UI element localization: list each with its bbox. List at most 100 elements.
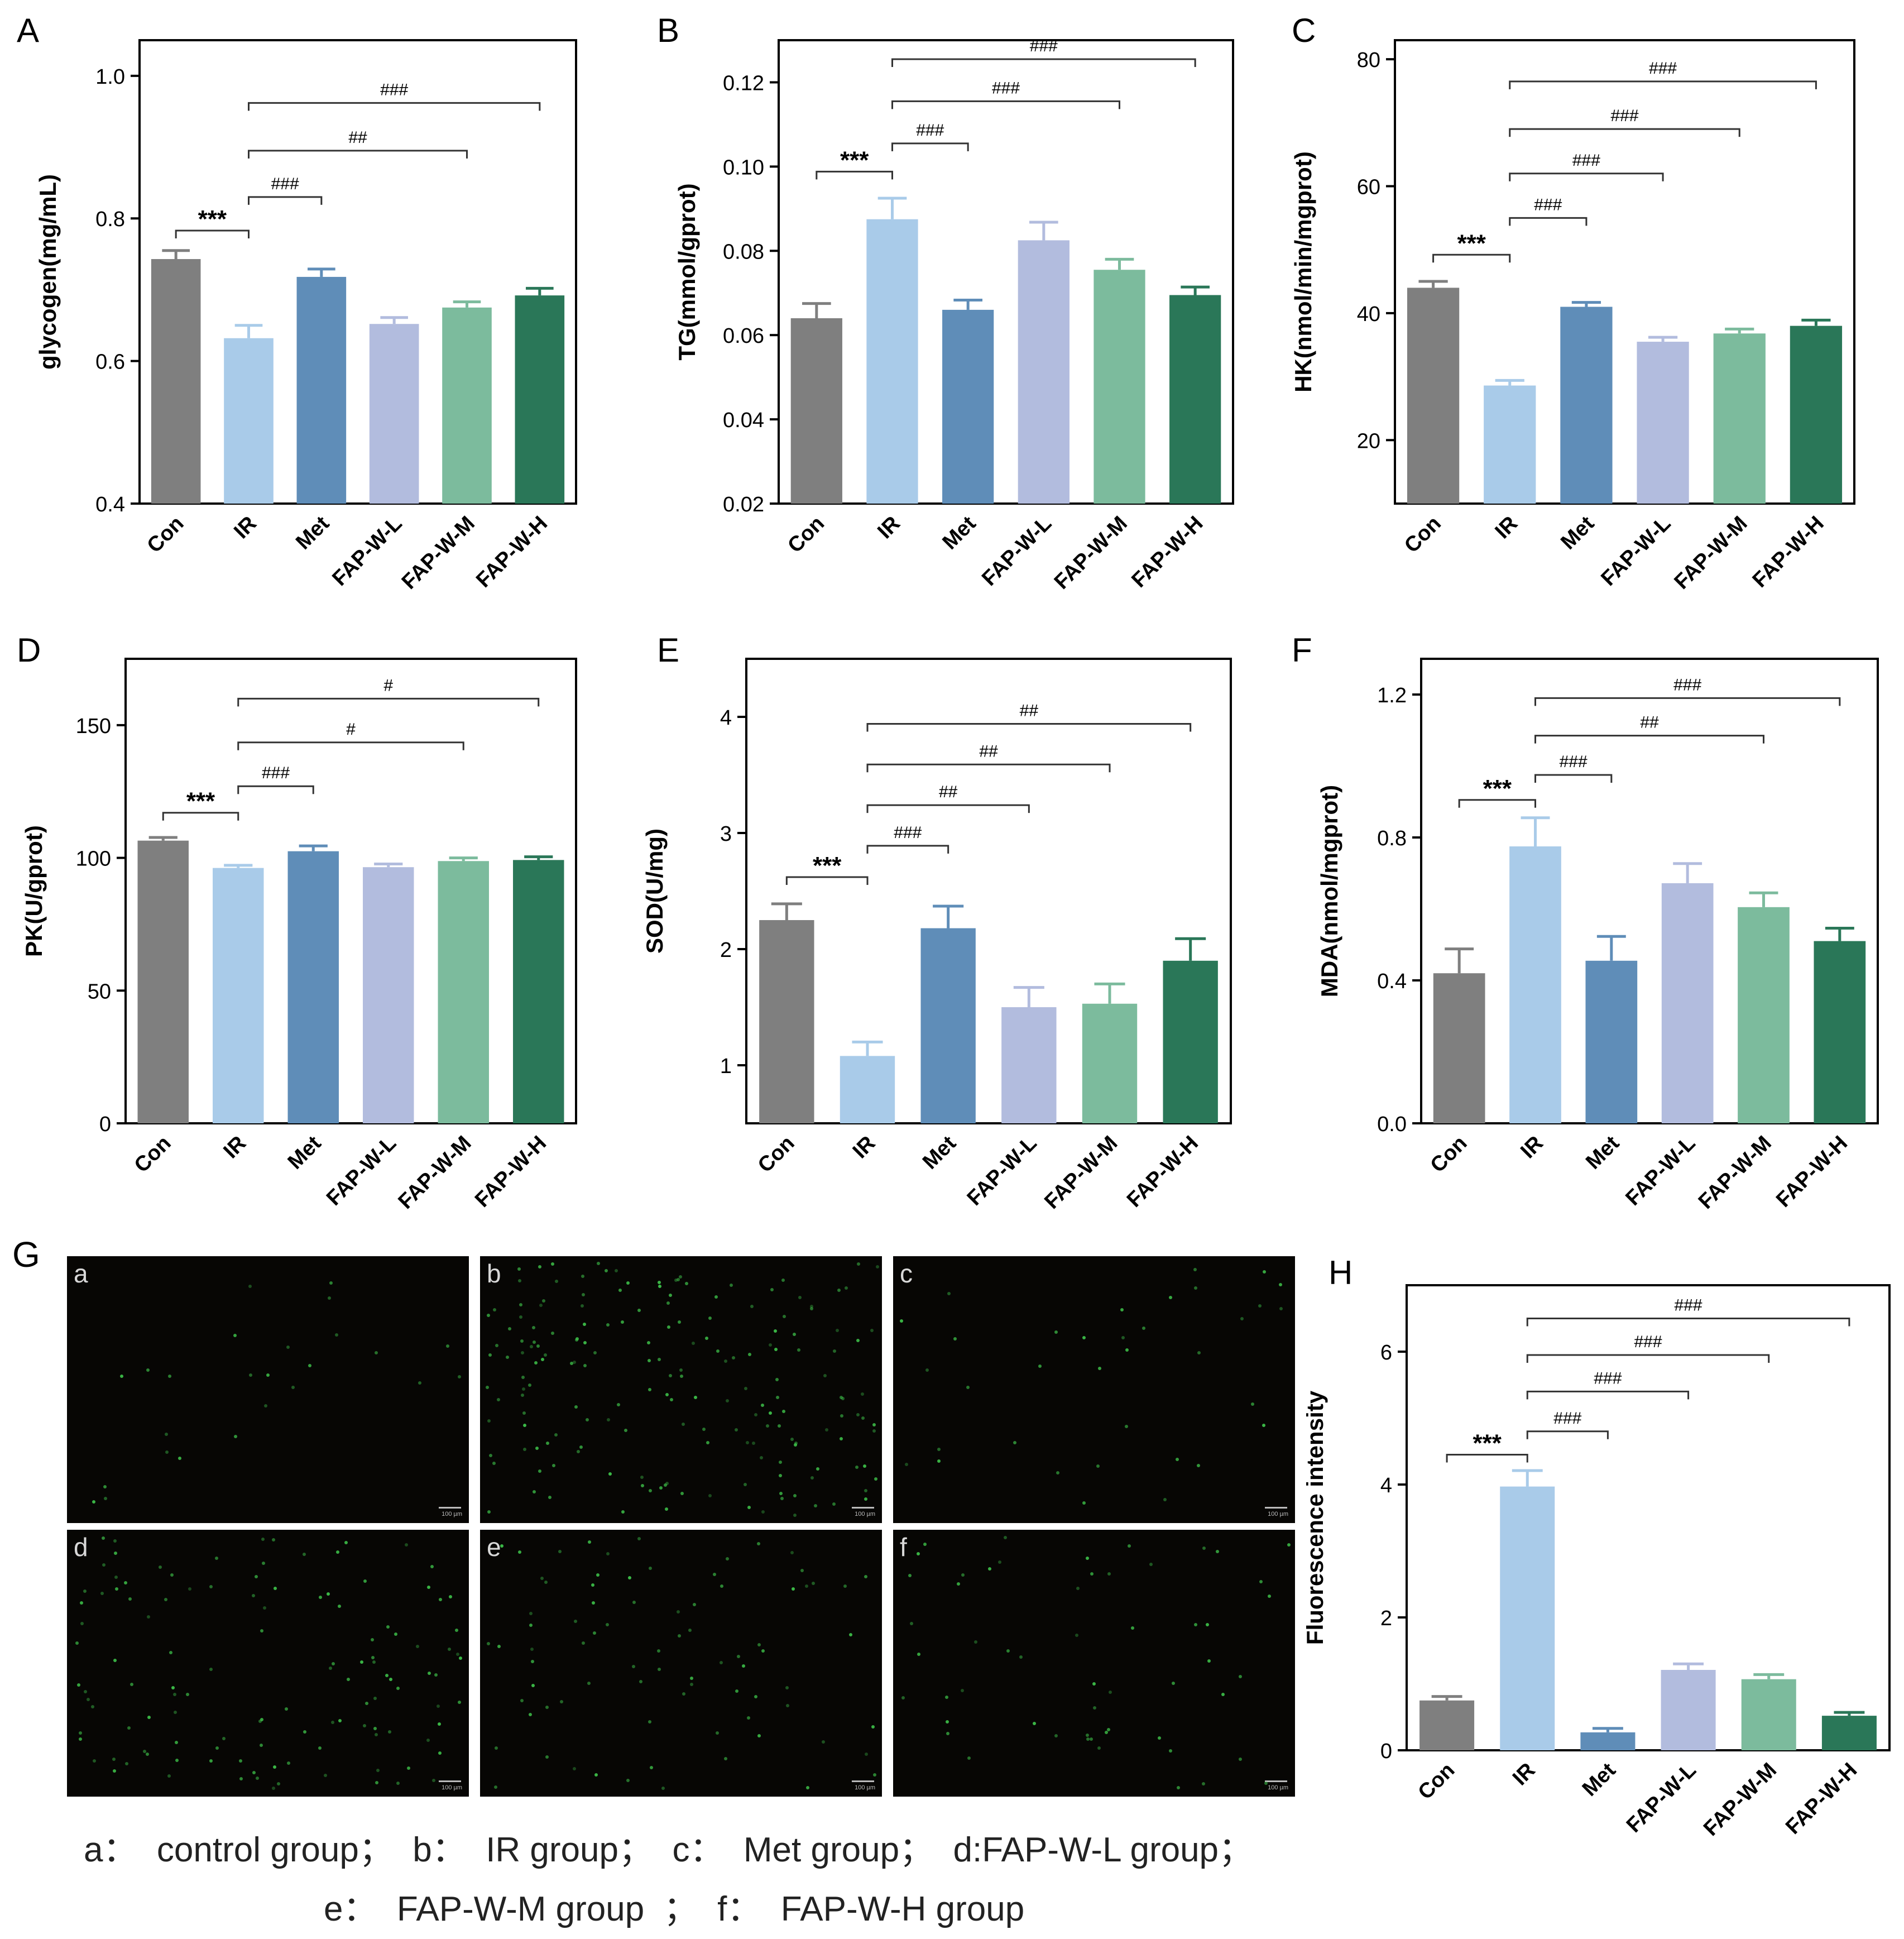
fluorescent-cell bbox=[685, 1281, 689, 1285]
fluorescent-cell bbox=[974, 1640, 978, 1644]
fluorescent-cell bbox=[396, 1686, 400, 1690]
fluorescent-cell bbox=[146, 1368, 150, 1372]
fluorescent-cell bbox=[1085, 1556, 1089, 1560]
fluorescent-cell bbox=[581, 1275, 584, 1279]
scale-bar bbox=[852, 1780, 874, 1782]
fluorescent-cell bbox=[757, 1542, 761, 1546]
fluorescent-cell bbox=[252, 1593, 256, 1597]
fluorescent-cell bbox=[438, 1598, 442, 1602]
fluorescent-cell bbox=[522, 1448, 526, 1452]
y-tick-label: 40 bbox=[1357, 303, 1380, 326]
significance-label: *** bbox=[813, 852, 842, 879]
x-tick-label: FAP-W-M bbox=[1040, 1132, 1122, 1214]
fluorescent-cell bbox=[538, 1469, 541, 1473]
legend-caption-line-2: e： FAP-W-M group ； f： FAP-W-H group bbox=[324, 1890, 1025, 1928]
fluorescent-cell bbox=[344, 1540, 348, 1544]
fluorescent-cell bbox=[714, 1295, 718, 1299]
fluorescent-cell bbox=[209, 1759, 213, 1763]
significance-label: ### bbox=[262, 764, 290, 782]
significance-label: ### bbox=[1649, 59, 1677, 78]
fluorescent-cell bbox=[647, 1359, 651, 1363]
bracket-line bbox=[1526, 1390, 1690, 1400]
bracket-line bbox=[891, 100, 1120, 109]
bar-con bbox=[1419, 1700, 1475, 1750]
significance-label: ## bbox=[1020, 701, 1039, 720]
fluorescent-cell bbox=[1013, 1440, 1016, 1444]
fluorescent-cell bbox=[669, 1293, 673, 1297]
fluorescent-cell bbox=[455, 1653, 459, 1656]
fluorescent-cell bbox=[373, 1727, 377, 1731]
fluorescent-cell bbox=[492, 1461, 496, 1465]
fluorescent-cell bbox=[821, 1740, 825, 1744]
plot-frame bbox=[1420, 658, 1879, 1124]
y-tick-label: 0.6 bbox=[95, 351, 125, 374]
significance-label: *** bbox=[840, 146, 869, 174]
fluorescent-cell bbox=[715, 1731, 719, 1735]
x-tick-label: Con bbox=[754, 1132, 799, 1177]
fluorescent-cell bbox=[640, 1483, 644, 1487]
fluorescent-cell bbox=[1262, 1423, 1266, 1427]
fluorescent-cell bbox=[1109, 1691, 1112, 1694]
fluorescent-cell bbox=[665, 1481, 669, 1485]
significance-bracket: ### bbox=[1509, 59, 1817, 89]
fluorescent-cell bbox=[790, 1438, 794, 1442]
fluorescent-cell bbox=[674, 1279, 678, 1282]
plot-frame bbox=[1394, 39, 1855, 505]
y-axis-label: MDA(nmol/mgprot) bbox=[1316, 785, 1342, 997]
fluorescent-cell bbox=[708, 1316, 712, 1320]
significance-label: # bbox=[383, 676, 393, 695]
fluorescent-cell bbox=[836, 1329, 840, 1333]
fluorescent-cell bbox=[616, 1403, 620, 1407]
fluorescent-cell bbox=[233, 1334, 237, 1338]
bar-ir bbox=[1509, 846, 1561, 1123]
micrograph-label: b bbox=[487, 1259, 501, 1288]
fluorescent-cell bbox=[1250, 1402, 1254, 1406]
y-axis-label: PK(U/gprot) bbox=[21, 825, 47, 957]
bracket-line bbox=[1534, 774, 1613, 783]
fluorescent-cell bbox=[529, 1345, 533, 1349]
fluorescent-cell bbox=[492, 1308, 496, 1312]
significance-bracket: *** bbox=[785, 852, 869, 885]
fluorescent-cell bbox=[262, 1562, 266, 1565]
fluorescent-cell bbox=[649, 1567, 653, 1571]
x-tick-label: FAP-W-M bbox=[1670, 512, 1752, 594]
fluorescent-cell bbox=[735, 1689, 738, 1693]
bar-fap-w-m bbox=[1713, 333, 1766, 504]
fluorescent-cell bbox=[1278, 1282, 1282, 1286]
fluorescent-cell bbox=[814, 1504, 818, 1508]
fluorescent-cell bbox=[365, 1701, 368, 1705]
y-tick-label: 150 bbox=[76, 715, 111, 738]
significance-bracket: # bbox=[237, 720, 464, 750]
fluorescent-cell bbox=[1202, 1782, 1206, 1786]
fluorescent-cell bbox=[93, 1759, 97, 1763]
x-tick-label: IR bbox=[1491, 512, 1523, 544]
fluorescent-cell bbox=[449, 1595, 453, 1599]
x-tick-label: Met bbox=[1578, 1758, 1620, 1801]
fluorescent-cell bbox=[626, 1281, 630, 1285]
fluorescent-cell bbox=[774, 1347, 778, 1351]
fluorescent-cell bbox=[83, 1690, 87, 1694]
bracket-line bbox=[1446, 1453, 1528, 1463]
fluorescent-cell bbox=[947, 1291, 951, 1295]
bar-fap-w-m bbox=[438, 861, 489, 1123]
bar-fap-w-h bbox=[513, 860, 564, 1123]
fluorescent-cell bbox=[175, 1759, 179, 1763]
bar-met bbox=[1580, 1732, 1636, 1750]
bracket-line bbox=[248, 196, 323, 205]
fluorescent-cell bbox=[437, 1704, 440, 1708]
significance-bracket: ## bbox=[248, 128, 468, 159]
bracket-line bbox=[1458, 799, 1536, 808]
fluorescent-cell bbox=[238, 1759, 242, 1763]
fluorescent-cell bbox=[1096, 1464, 1100, 1468]
significance-bracket: *** bbox=[1446, 1429, 1528, 1463]
fluorescent-cell bbox=[558, 1550, 562, 1554]
x-tick-label: Met bbox=[284, 1131, 326, 1174]
fluorescent-cell bbox=[520, 1699, 524, 1703]
fluorescent-cell bbox=[554, 1433, 558, 1437]
bar-fap-w-h bbox=[1814, 941, 1866, 1123]
micrograph-fap-w-h: f 100 µm bbox=[893, 1530, 1295, 1797]
fluorescent-cell bbox=[167, 1374, 171, 1378]
x-tick-label: Met bbox=[291, 511, 334, 554]
fluorescent-cell bbox=[657, 1357, 661, 1361]
